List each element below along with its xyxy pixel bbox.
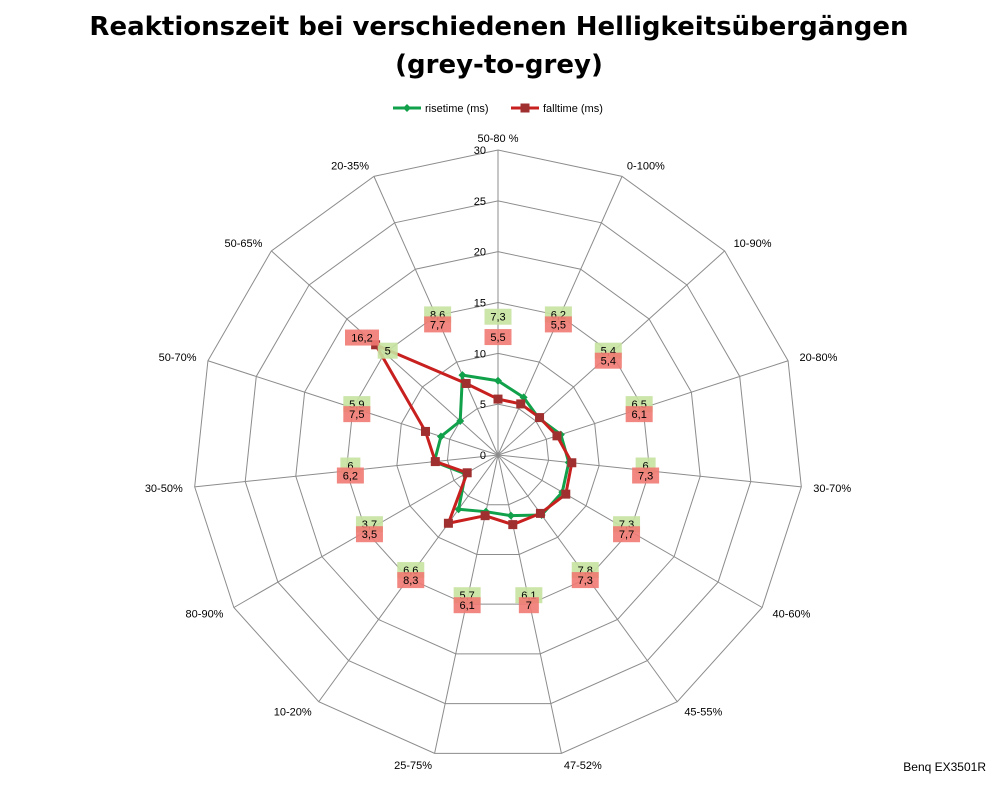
- falltime-data-label-box: [594, 352, 622, 369]
- category-label: 45-55%: [684, 706, 722, 718]
- falltime-marker: [508, 520, 518, 530]
- radial-tick-label: 0: [480, 450, 486, 462]
- risetime-data-label: 5: [385, 346, 391, 358]
- grid-ring-15: [345, 301, 651, 605]
- category-label: 50-65%: [225, 238, 263, 250]
- grid-ring-20: [295, 251, 701, 655]
- falltime-marker: [420, 426, 430, 436]
- radial-tick-label: 20: [474, 247, 486, 259]
- falltime-data-label-box: [343, 406, 371, 423]
- falltime-data-label-box: [397, 572, 425, 589]
- falltime-data-label-box: [632, 467, 660, 484]
- falltime-data-label: 7,7: [619, 529, 634, 541]
- category-label: 40-60%: [773, 609, 811, 621]
- falltime-data-label: 7,3: [578, 575, 593, 587]
- risetime-marker: [506, 511, 515, 520]
- category-label: 10-20%: [274, 706, 312, 718]
- falltime-data-label-box: [424, 316, 452, 333]
- category-label: 20-80%: [799, 352, 837, 364]
- falltime-data-label: 8,3: [403, 575, 418, 587]
- falltime-data-label: 5,5: [490, 332, 505, 344]
- risetime-marker: [494, 376, 502, 385]
- falltime-marker: [567, 458, 577, 468]
- risetime-data-label: 7,3: [490, 312, 505, 324]
- falltime-marker: [561, 489, 571, 499]
- falltime-data-label: 3,5: [362, 529, 377, 541]
- chart-subtitle: (grey-to-grey): [395, 50, 603, 80]
- falltime-data-label: 5,4: [601, 356, 616, 368]
- radial-tick-label: 10: [474, 348, 486, 360]
- risetime-data-label: 6: [347, 461, 353, 473]
- falltime-data-label-box: [613, 526, 641, 543]
- falltime-data-label-box: [453, 597, 481, 614]
- risetime-marker: [458, 371, 467, 380]
- falltime-marker: [535, 413, 545, 423]
- category-label: 30-50%: [145, 483, 183, 495]
- category-label: 80-90%: [186, 609, 224, 621]
- falltime-data-label-box: [625, 406, 653, 423]
- series-line-falltime: [374, 343, 574, 527]
- category-label: 0-100%: [627, 160, 665, 172]
- chart-credit: Benq EX3501R: [903, 760, 986, 774]
- category-label: 50-70%: [159, 352, 197, 364]
- falltime-data-label: 16,2: [351, 333, 372, 345]
- legend-falltime-label: falltime (ms): [543, 103, 603, 115]
- falltime-data-label: 6,1: [459, 600, 474, 612]
- falltime-marker: [552, 431, 562, 441]
- falltime-marker: [480, 511, 490, 521]
- falltime-marker: [516, 399, 526, 409]
- risetime-marker: [436, 432, 445, 441]
- grid-ring-25: [244, 200, 752, 705]
- risetime-marker: [456, 416, 465, 425]
- radial-tick-label: 30: [474, 145, 486, 157]
- falltime-marker: [443, 518, 453, 528]
- category-label: 30-70%: [813, 483, 851, 495]
- falltime-data-label-box: [355, 526, 383, 543]
- falltime-marker: [461, 378, 471, 388]
- falltime-data-label-box: [484, 329, 512, 346]
- risetime-data-label-box: [377, 342, 398, 359]
- radial-tick-label: 5: [480, 399, 486, 411]
- falltime-data-label: 6,2: [343, 471, 358, 483]
- category-label: 50-80 %: [478, 133, 519, 145]
- category-label: 20-35%: [331, 160, 369, 172]
- falltime-data-label-box: [571, 572, 599, 589]
- chart-title: Reaktionszeit bei verschiedenen Helligke…: [89, 12, 909, 42]
- falltime-data-label: 7,3: [638, 471, 653, 483]
- falltime-marker: [430, 457, 440, 467]
- risetime-data-label: 6: [643, 461, 649, 473]
- category-label: 25-75%: [394, 760, 432, 772]
- falltime-data-label-box: [336, 467, 364, 484]
- radial-tick-label: 25: [474, 196, 486, 208]
- legend-risetime-marker: [403, 104, 411, 112]
- risetime-marker: [519, 393, 528, 402]
- falltime-data-label: 7,5: [349, 409, 364, 421]
- falltime-marker: [535, 508, 545, 518]
- falltime-data-label: 5,5: [551, 319, 566, 331]
- falltime-data-label-box: [518, 597, 539, 614]
- risetime-marker: [454, 505, 463, 514]
- falltime-marker: [462, 468, 472, 478]
- falltime-marker: [493, 394, 503, 404]
- falltime-data-label-box: [345, 329, 380, 346]
- category-label: 10-90%: [734, 238, 772, 250]
- falltime-data-label: 7,7: [430, 319, 445, 331]
- legend-falltime-marker: [520, 103, 530, 113]
- risetime-data-label-box: [484, 308, 512, 325]
- falltime-data-label-box: [544, 316, 572, 333]
- grid-ring-5: [446, 403, 550, 506]
- falltime-data-label: 6,1: [632, 409, 647, 421]
- grid-ring-30: [194, 149, 802, 754]
- falltime-data-label: 7: [526, 600, 532, 612]
- legend-risetime-label: risetime (ms): [425, 103, 489, 115]
- radial-tick-label: 15: [474, 298, 486, 310]
- category-label: 47-52%: [564, 760, 602, 772]
